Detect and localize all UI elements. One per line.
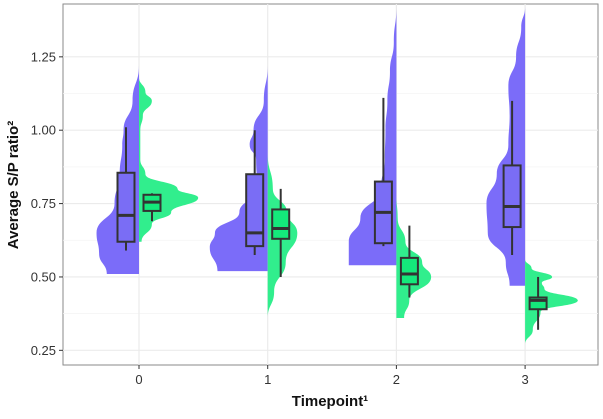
y-tick-label: 1.25 xyxy=(31,49,56,64)
y-tick-label: 0.50 xyxy=(31,269,56,284)
box-group_b-t3 xyxy=(528,296,548,311)
y-tick-label: 0.75 xyxy=(31,196,56,211)
y-tick-label: 1.00 xyxy=(31,123,56,138)
box-group_b-t2 xyxy=(399,256,419,286)
x-axis: 0 1 2 3 xyxy=(135,365,529,387)
violin-group_b-t2 xyxy=(396,194,432,319)
x-tick-label: 1 xyxy=(264,372,271,387)
box-group_a-t0 xyxy=(116,171,136,243)
x-tick-label: 3 xyxy=(521,372,528,387)
box-group_a-t1 xyxy=(245,173,265,248)
x-tick-label: 0 xyxy=(135,372,142,387)
box-group_b-t1 xyxy=(271,208,291,240)
y-axis: 0.25 0.50 0.75 1.00 1.25 xyxy=(31,49,63,358)
boxplots xyxy=(116,97,548,330)
x-tick-label: 2 xyxy=(393,372,400,387)
y-axis-title: Average S/P ratio² xyxy=(5,121,22,249)
box-group_a-t3 xyxy=(502,164,522,229)
x-axis-title: Timepoint¹ xyxy=(292,393,368,410)
y-tick-label: 0.25 xyxy=(31,343,56,358)
